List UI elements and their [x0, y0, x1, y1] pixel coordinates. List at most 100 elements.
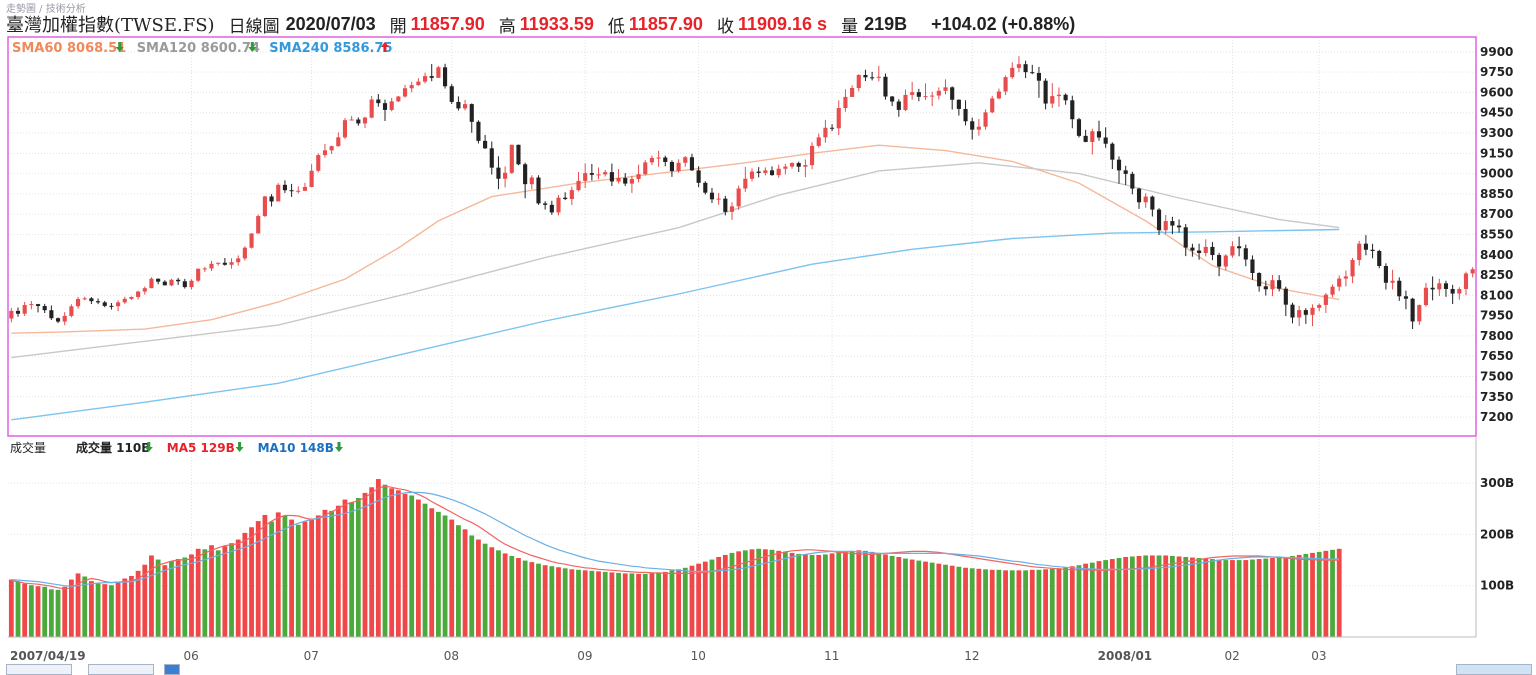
volume-bar	[702, 561, 708, 637]
candle-body	[1183, 227, 1188, 248]
candle-body	[1096, 131, 1102, 138]
candle-body	[1030, 72, 1035, 74]
start-date-select[interactable]	[6, 664, 72, 675]
candle-body	[249, 233, 254, 248]
candle-body	[603, 172, 608, 175]
candle-body	[1003, 77, 1008, 92]
candle-body	[89, 298, 94, 302]
candle-body	[1070, 100, 1075, 120]
volume-bar	[1196, 558, 1202, 637]
price-tick-label: 7800	[1480, 329, 1513, 343]
candle-body	[476, 121, 481, 141]
candle-body	[736, 188, 741, 207]
volume-bar	[1016, 570, 1022, 637]
candle-body	[830, 127, 835, 129]
volume-bar	[1290, 555, 1295, 637]
volume-bar	[482, 543, 488, 637]
candle-body	[396, 96, 401, 102]
volume-bar	[609, 572, 615, 637]
arrow-down-icon	[144, 442, 153, 452]
zoom-reset-button[interactable]	[184, 664, 264, 675]
end-date-select[interactable]	[88, 664, 154, 675]
candle-body	[69, 306, 74, 316]
candle-body	[1290, 304, 1295, 318]
price-tick-label: 9150	[1480, 146, 1513, 160]
candle-body	[1370, 249, 1375, 251]
volume-bar	[429, 508, 435, 637]
candle-body	[789, 163, 795, 167]
volume-bar	[1190, 557, 1195, 637]
time-tick-label: 11	[824, 649, 839, 663]
volume-bar	[1276, 557, 1282, 637]
candle-body	[149, 278, 154, 289]
volume-bar	[222, 546, 228, 637]
volume-bar	[329, 510, 335, 637]
volume-bar	[1049, 568, 1055, 637]
candle-body	[910, 92, 915, 95]
candle-body	[529, 177, 534, 185]
volume-bar	[549, 566, 555, 637]
candle-body	[1410, 298, 1415, 322]
volume-legend-title: 成交量	[10, 440, 46, 455]
arrow-up-icon	[380, 42, 389, 52]
candle-body	[1323, 294, 1328, 305]
candle-body	[1050, 96, 1055, 104]
volume-bar	[749, 549, 755, 637]
price-tick-label: 7950	[1480, 309, 1513, 323]
volume-bar	[696, 563, 702, 637]
volume-bar	[909, 559, 915, 637]
volume-bar	[809, 554, 815, 637]
volume-bar	[35, 586, 41, 637]
volume-moving-averages	[11, 485, 1340, 590]
candle-body	[1123, 170, 1128, 174]
candle-body	[1136, 188, 1142, 203]
volume-bar	[542, 565, 548, 637]
arrow-down-icon	[235, 442, 244, 452]
volume-bar	[1230, 560, 1235, 637]
volume-bar	[162, 565, 168, 637]
candle-body	[1023, 64, 1028, 73]
period-label: 日線圖	[228, 16, 280, 37]
candle-body	[342, 120, 348, 138]
apply-range-button[interactable]	[164, 664, 180, 675]
volume-grid	[8, 482, 1476, 587]
instrument-title: 臺灣加權指數(TWSE.FS)	[6, 15, 215, 36]
price-tick-label: 8100	[1480, 288, 1513, 302]
candle-body	[856, 75, 861, 88]
candle-body	[262, 196, 267, 217]
candle-body	[429, 76, 434, 78]
volume-bar	[456, 525, 461, 637]
volume-bar	[1009, 570, 1015, 637]
volume-bar	[1236, 560, 1242, 637]
volume-bar	[762, 549, 768, 637]
navigation-controls[interactable]	[1456, 664, 1532, 675]
candle-body	[129, 296, 134, 299]
candle-body	[923, 96, 928, 98]
candle-body	[656, 157, 661, 159]
volume-bar	[1096, 561, 1102, 637]
volume-bar	[28, 585, 34, 637]
candle-body	[1343, 276, 1348, 279]
volume-bar	[1223, 560, 1229, 637]
volume-bar	[562, 568, 568, 637]
volume-bar	[142, 564, 148, 637]
candle-body	[956, 99, 961, 109]
candle-body	[816, 137, 821, 146]
candle-body	[629, 179, 634, 184]
candle-body	[996, 91, 1001, 99]
volume-bar	[589, 570, 595, 637]
volume-bar	[369, 487, 375, 637]
candle-body	[549, 204, 554, 213]
candle-body	[609, 172, 614, 182]
volume-bar	[1063, 567, 1069, 637]
candle-body	[229, 262, 234, 265]
candle-body	[990, 98, 995, 113]
candle-body	[970, 121, 975, 130]
volume-bar	[716, 557, 722, 637]
volume-tick-label: 100B	[1480, 579, 1514, 593]
candle-body	[309, 170, 314, 187]
candle-body	[1103, 137, 1108, 144]
volume-bar	[1296, 554, 1302, 637]
candle-body	[503, 172, 508, 179]
